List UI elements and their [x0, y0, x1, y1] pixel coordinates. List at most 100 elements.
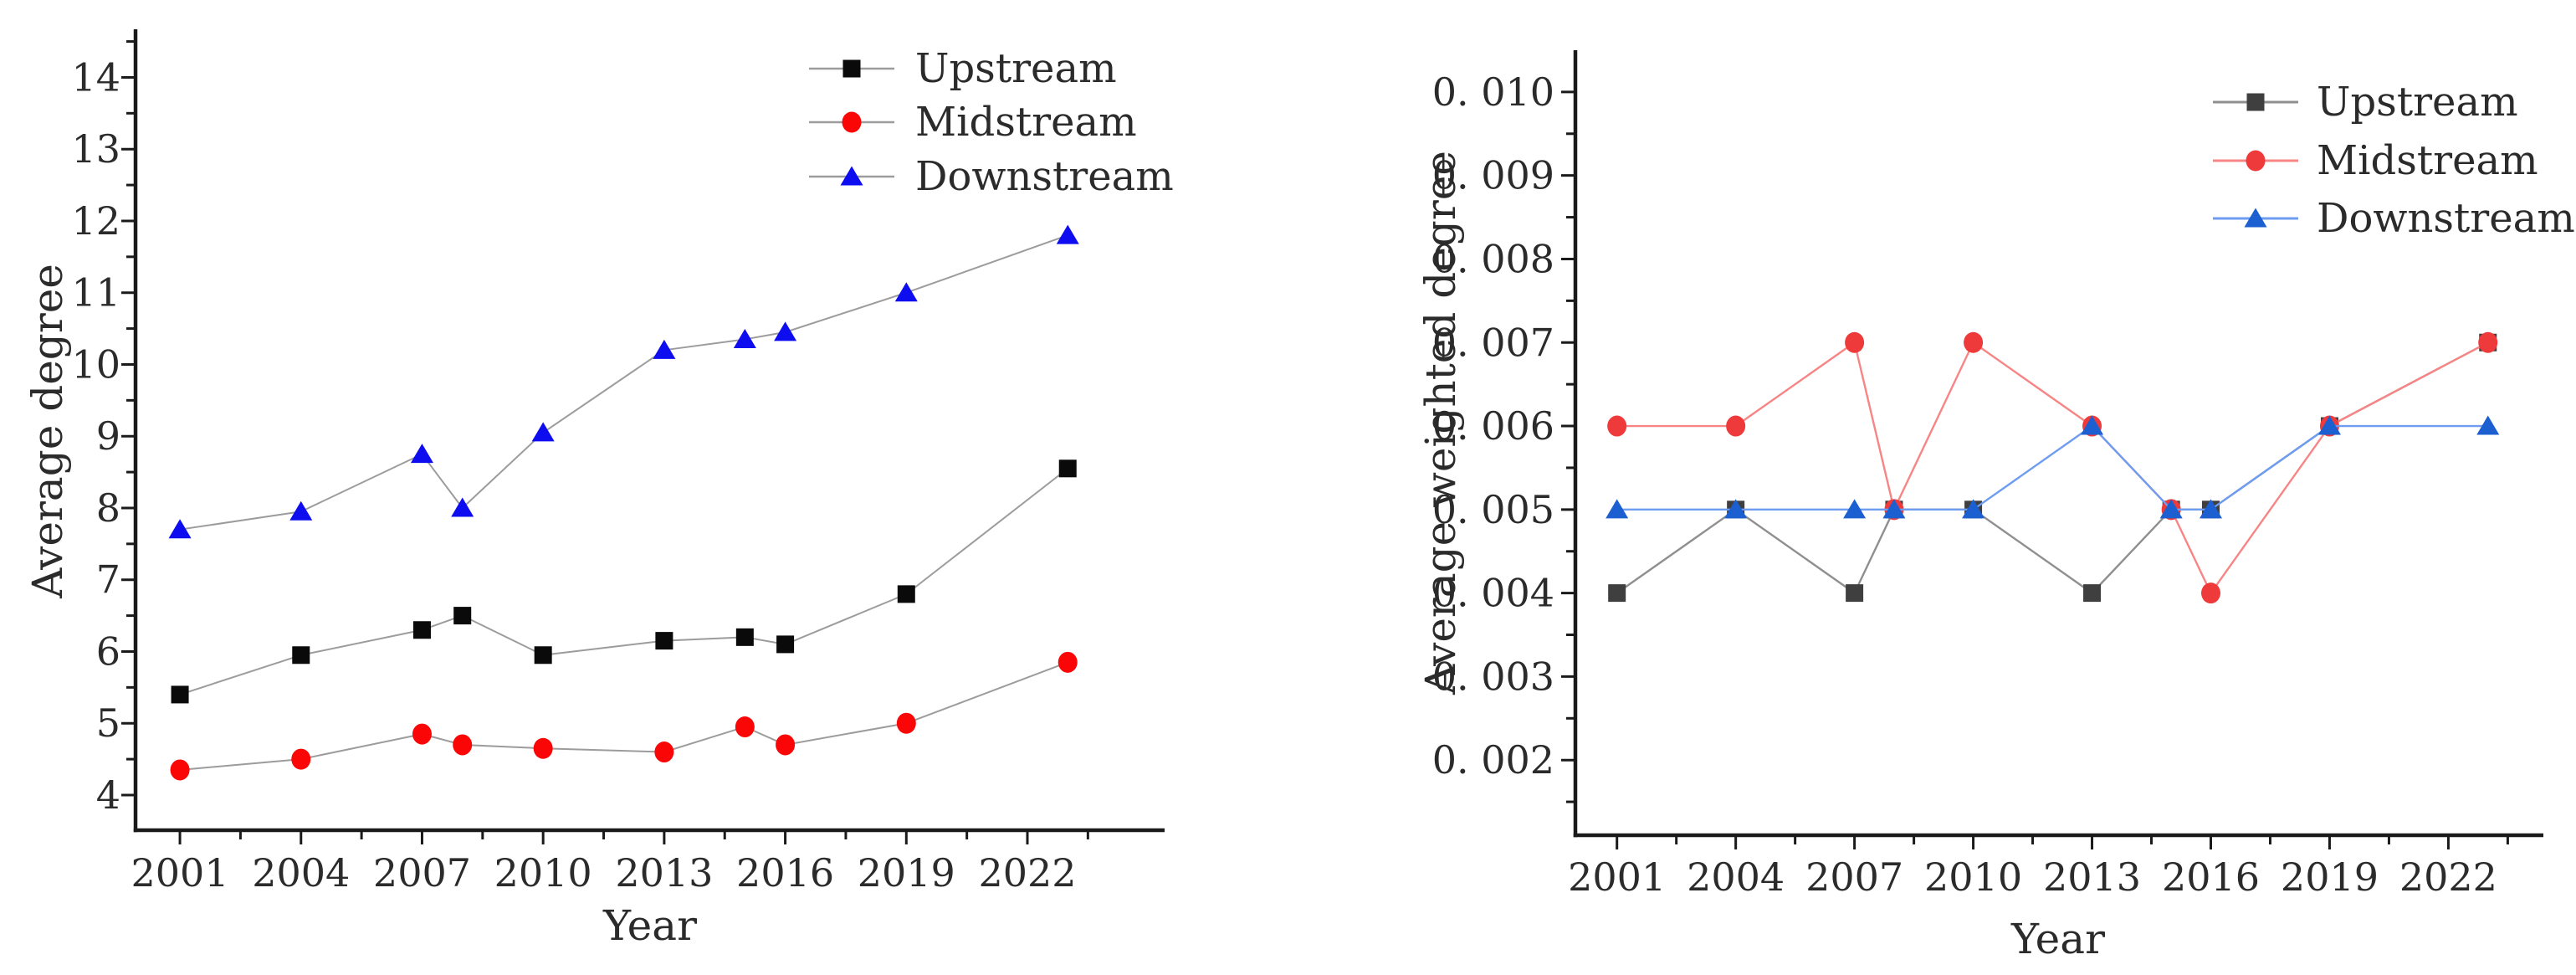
legend-item-midstream: Midstream: [809, 99, 1137, 146]
data-point-downstream: [451, 497, 474, 517]
data-point-downstream: [1962, 499, 1985, 519]
legend-marker-square-icon: [842, 59, 861, 78]
y-axis-title: Average degree: [23, 264, 72, 599]
legend-marker-triangle-icon: [2244, 208, 2267, 228]
data-point-upstream: [534, 646, 552, 665]
data-point-midstream: [412, 723, 432, 745]
data-point-midstream: [2478, 331, 2498, 353]
legend-marker-square-icon: [2246, 93, 2265, 111]
y-tick-label: 14: [71, 54, 120, 100]
data-point-upstream: [1846, 584, 1864, 603]
x-tick-label: 2010: [1924, 854, 2022, 900]
x-tick-label: 2013: [615, 850, 713, 895]
legend-label: Downstream: [915, 153, 1174, 200]
data-point-upstream: [776, 635, 795, 654]
x-tick-label: 2001: [131, 850, 229, 895]
legend-marker-triangle-icon: [840, 166, 863, 186]
data-point-downstream: [1724, 499, 1748, 519]
data-point-upstream: [171, 685, 189, 704]
legend-marker-circle-icon: [2246, 150, 2266, 172]
data-point-midstream: [896, 712, 916, 734]
data-point-midstream: [735, 716, 755, 738]
y-tick-label: 0. 008: [1432, 236, 1554, 281]
data-point-upstream: [897, 585, 915, 603]
series-line-downstream: [1616, 424, 2488, 511]
legend-label: Upstream: [915, 45, 1117, 92]
y-tick-label: 5: [96, 700, 120, 746]
y-tick-label: 12: [71, 198, 120, 244]
series-line-downstream: [179, 234, 1068, 531]
chart-average-weighted-degree: 0. 002 0. 003 0. 004 0. 005 0. 006 0. 007 0. 0…: [1416, 50, 2575, 963]
data-point-downstream: [2159, 499, 2183, 519]
x-tick-label: 2022: [2399, 854, 2497, 900]
data-point-downstream: [2081, 415, 2104, 435]
x-tick-label: 2001: [1568, 854, 1666, 900]
legend-item-upstream: Upstream: [809, 45, 1117, 92]
y-tick-label: 0. 004: [1432, 571, 1554, 616]
data-point-upstream: [412, 621, 431, 639]
x-axis-title: Year: [602, 901, 697, 950]
data-point-downstream: [1606, 499, 1629, 519]
data-point-upstream: [2083, 584, 2102, 603]
x-tick-label: 2022: [978, 850, 1076, 895]
legend-marker-circle-icon: [842, 111, 862, 133]
y-tick-label: 6: [96, 629, 120, 674]
data-point-midstream: [654, 742, 674, 763]
legend-label: Upstream: [2317, 79, 2518, 126]
series-line-upstream: [179, 468, 1068, 695]
data-point-downstream: [2200, 499, 2223, 519]
y-tick-label: 0. 009: [1432, 153, 1554, 198]
legend-item-midstream: Midstream: [2213, 137, 2538, 184]
series-midstream: [170, 651, 1078, 781]
y-tick-label: 0. 006: [1432, 403, 1554, 449]
data-point-midstream: [170, 759, 190, 781]
legend: Upstream Midstream Downstream: [809, 45, 1174, 200]
x-tick-label: 2016: [2162, 854, 2260, 900]
x-tick-label: 2016: [736, 850, 834, 895]
x-tick-label: 2010: [494, 850, 592, 895]
series-downstream: [168, 224, 1079, 539]
x-tick-label: 2004: [252, 850, 350, 895]
data-point-downstream: [1882, 499, 1906, 519]
y-tick-label: 9: [96, 413, 120, 459]
data-point-midstream: [453, 734, 473, 756]
legend-item-upstream: Upstream: [2213, 79, 2518, 126]
data-point-midstream: [1058, 651, 1078, 673]
data-point-midstream: [1607, 415, 1627, 437]
y-tick-label: 0. 005: [1432, 487, 1554, 532]
series-midstream: [1607, 331, 2498, 604]
y-tick-label: 0. 010: [1432, 69, 1554, 115]
data-point-upstream: [655, 632, 673, 650]
series-upstream: [1608, 333, 2497, 603]
legend: Upstream Midstream Downstream: [2213, 79, 2575, 242]
series-upstream: [171, 459, 1077, 704]
legend-item-downstream: Downstream: [2213, 195, 2575, 242]
data-point-downstream: [2476, 415, 2500, 435]
y-tick-label: 8: [96, 485, 120, 531]
data-point-midstream: [1726, 415, 1746, 437]
x-tick-label: 2019: [2281, 854, 2379, 900]
legend-item-downstream: Downstream: [809, 153, 1174, 200]
data-point-upstream: [1608, 584, 1626, 603]
series-line-midstream: [1616, 341, 2489, 594]
y-tick-label: 13: [71, 126, 120, 172]
y-tick-label: 0. 002: [1432, 737, 1554, 783]
x-tick-label: 2007: [1805, 854, 1903, 900]
data-point-downstream: [168, 519, 192, 539]
data-point-downstream: [531, 422, 555, 442]
legend-label: Midstream: [2317, 137, 2538, 184]
legend-label: Downstream: [2317, 195, 2575, 242]
y-tick-label: 7: [96, 557, 120, 603]
series-downstream: [1606, 415, 2500, 519]
x-axis-title: Year: [2010, 915, 2105, 963]
data-point-downstream: [1843, 499, 1867, 519]
data-point-downstream: [774, 321, 797, 341]
y-tick-label: 11: [71, 270, 120, 316]
data-point-upstream: [735, 628, 754, 646]
data-point-downstream: [733, 328, 756, 348]
data-point-downstream: [653, 339, 676, 359]
x-tick-label: 2004: [1687, 854, 1785, 900]
y-tick-label: 10: [71, 341, 120, 387]
